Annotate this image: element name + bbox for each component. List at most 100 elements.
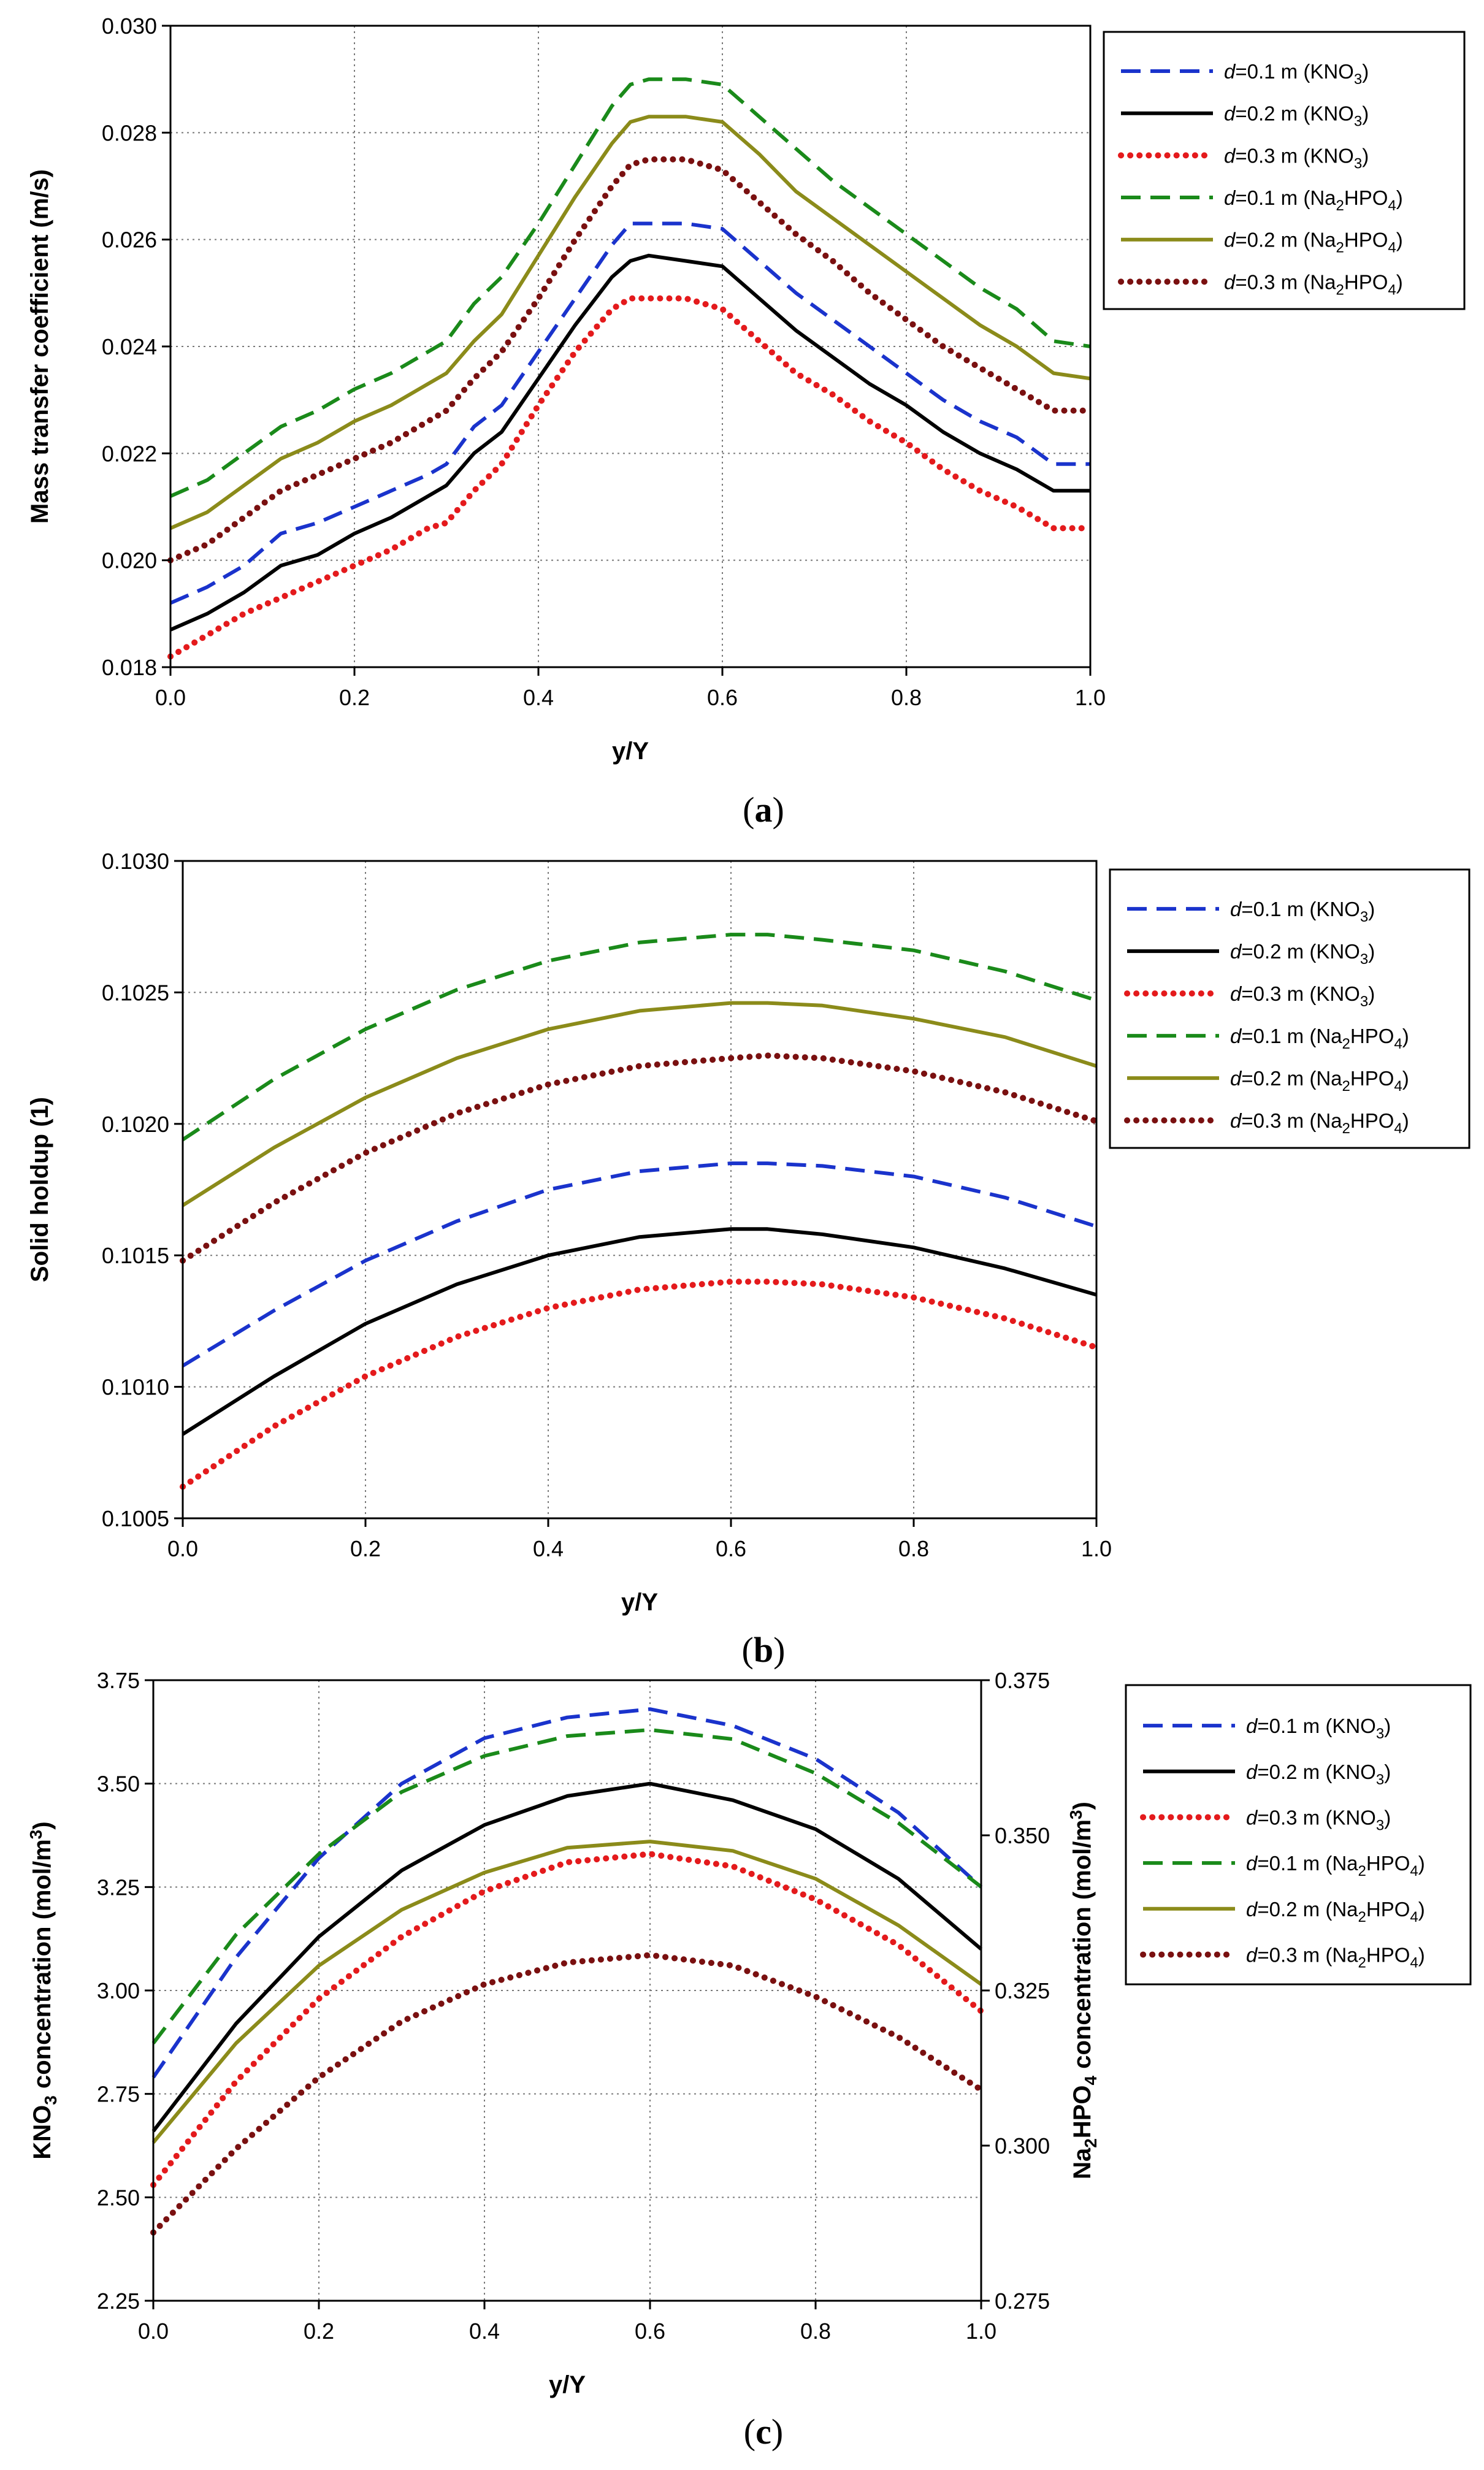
x-axis-title: y/Y [621,1589,658,1616]
legend-text: =0.1 m (KNO [1235,60,1353,83]
legend-text: ) [1402,1025,1409,1047]
label-superscript: 3 [26,1830,45,1840]
x-tick-label: 0.6 [635,2319,665,2344]
legend-text: ) [1384,1806,1391,1829]
legend-frame [1125,1684,1472,1986]
caption-paren: ( [743,790,754,830]
y-axis-title: Mass transfer coefficient (m/s) [26,169,53,524]
gridlines [153,1680,981,2301]
legend-d: d [1230,940,1242,963]
y-tick-label: 0.026 [102,228,157,253]
legend-text: =0.3 m (KNO [1235,144,1353,167]
legend-subscript: 2 [1336,240,1344,256]
legend-d: d [1224,144,1236,167]
legend-subscript: 4 [1388,197,1396,214]
caption-paren: ( [742,1630,754,1670]
x-tick-label: 1.0 [1081,1536,1112,1561]
legend-text: ) [1396,229,1403,251]
legend-d: d [1230,1025,1242,1047]
legend-frame [1109,868,1471,1149]
legend-subscript: 4 [1410,1863,1418,1879]
legend-label-s2: d=0.2 m (KNO3) [1230,940,1375,968]
legend-subscript: 3 [1360,951,1368,968]
legend-subscript: 2 [1336,197,1344,214]
legend-text: ) [1384,1715,1391,1737]
legend-subscript: 2 [1358,1954,1366,1971]
legend-text: ) [1396,270,1403,293]
series-line-s5 [182,1001,1097,1207]
series-line-s4 [182,933,1097,1142]
legend-text: =0.1 m (Na [1241,1025,1342,1047]
legend-text: HPO [1366,1852,1410,1875]
x-axis-title: y/Y [549,2371,586,2398]
legend-text: ) [1384,1761,1391,1783]
legend-text: =0.2 m (KNO [1241,940,1360,963]
legend-text: HPO [1344,229,1388,251]
legend-d: d [1246,1806,1258,1829]
y-tick-label: 0.030 [102,13,157,39]
caption-letter: a [755,790,773,830]
panel-caption: (a) [743,790,784,830]
legend-d: d [1230,898,1242,920]
y-right-tick-label: 0.350 [995,1823,1050,1848]
y-tick-label: 2.25 [97,2288,140,2314]
chart-panel-c: 0.0 0.2 0.4 0.6 0.8 1.0 2.25 2.50 2.75 3.00 3.25 3.… [26,1668,1472,2452]
legend-subscript: 3 [1360,909,1368,925]
legend-label-s5: d=0.2 m (Na2HPO4) [1246,1898,1425,1925]
x-tick-label: 0.0 [155,685,186,710]
series-line-s6 [180,1052,1100,1264]
legend-text: ) [1396,186,1403,209]
legend-subscript: 4 [1388,240,1396,256]
legend-label-s6: d=0.3 m (Na2HPO4) [1230,1109,1409,1137]
x-tick-label: 0.0 [138,2319,169,2344]
gridlines [183,861,1096,1518]
x-tick-label: 0.6 [716,1536,746,1561]
legend-text: HPO [1366,1898,1410,1921]
series-line-s1 [169,221,1090,605]
y-tick-label: 3.75 [97,1668,140,1693]
y-right-tick-label: 0.325 [995,1978,1050,2003]
series-line-s3 [150,1851,984,2189]
y-axis-title: Solid holdup (1) [26,1097,53,1282]
legend-subscript: 4 [1394,1036,1402,1052]
caption-paren: ) [771,2412,783,2452]
caption-letter: c [755,2412,771,2452]
y-tick-label: 2.75 [97,2082,140,2107]
legend-text: =0.2 m (Na [1235,229,1336,251]
legend-text: =0.1 m (KNO [1241,898,1360,920]
chart-panel-b: 0.0 0.2 0.4 0.6 0.8 1.0 0.1005 0.1010 0.1015 0.10… [26,849,1471,1670]
legend-subscript: 4 [1388,281,1396,298]
legend-text: ) [1402,1109,1409,1132]
legend-frame [1103,31,1466,310]
legend: d=0.1 m (KNO3)d=0.2 m (KNO3)d=0.3 m (KNO… [1103,31,1466,310]
y-tick-label: 0.024 [102,334,157,359]
legend-d: d [1224,270,1236,293]
legend-d: d [1230,982,1242,1005]
legend-subscript: 2 [1342,1120,1350,1137]
legend-label-s3: d=0.3 m (KNO3) [1246,1806,1391,1833]
y-tick-label: 3.50 [97,1772,140,1797]
series-line-s1 [182,1161,1097,1367]
legend-label-s1: d=0.1 m (KNO3) [1230,898,1375,925]
legend-subscript: 2 [1342,1036,1350,1052]
legend-subscript: 3 [1376,1817,1384,1833]
x-tick-label: 0.2 [339,685,370,710]
y-tick-label: 3.25 [97,1875,140,1900]
x-tick-label: 0.6 [707,685,738,710]
y-tick-label: 0.1020 [102,1112,169,1137]
y-tick-label: 0.1025 [102,980,169,1005]
legend-text: =0.3 m (Na [1235,270,1336,293]
label-superscript: 3 [1066,1810,1085,1819]
legend-label-s1: d=0.1 m (KNO3) [1224,60,1369,88]
label-text: ) [29,1821,56,1829]
legend-label-s2: d=0.2 m (KNO3) [1224,102,1369,130]
x-tick-label: 0.0 [167,1536,198,1561]
legend-label-s2: d=0.2 m (KNO3) [1246,1761,1391,1788]
y-right-tick-label: 0.375 [995,1668,1050,1693]
legend-text: HPO [1366,1943,1410,1966]
y-tick-label: 0.1015 [102,1243,169,1268]
x-tick-label: 0.8 [800,2319,831,2344]
y-tick-label: 0.1010 [102,1375,169,1400]
legend-label-s4: d=0.1 m (Na2HPO4) [1246,1852,1425,1879]
y-tick-label: 3.00 [97,1978,140,2003]
